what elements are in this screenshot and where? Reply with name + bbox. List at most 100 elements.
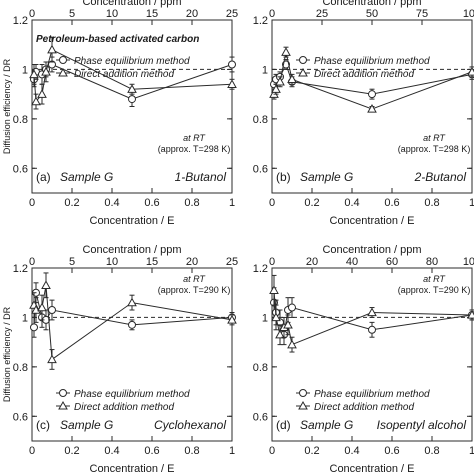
compound-label: 2-Butanol [414,170,467,184]
data-point-circle [48,306,56,315]
y-axis-title: Diffusion efficiency / DR [2,58,12,154]
data-point-triangle [367,103,377,113]
data-point-circle [128,95,136,104]
series-direct-addition [29,272,237,370]
x-tick-label: 0.8 [184,445,199,457]
data-point-triangle [275,329,285,339]
top-x-tick-label: 15 [146,256,158,268]
legend-marker-triangle [58,67,68,77]
legend-label: Direct addition method [314,69,414,80]
condition-text: at RT [423,133,446,143]
data-point-triangle [283,319,293,329]
sample-label: Sample G [60,170,113,184]
y-tick-label: 1 [22,64,28,76]
top-x-tick-label: 20 [306,256,318,268]
x-tick-label: 0 [29,445,35,457]
y-tick-label: 1.2 [13,15,28,27]
top-x-tick-label: 0 [269,256,275,268]
x-tick-label: 0.8 [424,445,439,457]
top-x-tick-label: 25 [226,256,238,268]
legend-label: Direct addition method [74,69,174,80]
y-axis-title: Diffusion efficiency / DR [2,306,12,402]
data-point-triangle [275,76,285,86]
y-tick-label: 0.8 [253,362,268,374]
y-tick-label: 1 [262,64,268,76]
series-direct-addition [29,36,237,110]
y-tick-label: 0.6 [253,163,268,175]
legend-marker-triangle [298,67,308,77]
data-point-circle [228,60,236,69]
panel-label: (a) [36,170,51,184]
condition-text: (approx. T=298 K) [398,144,471,154]
legend-marker-circle [299,389,307,397]
top-x-tick-label: 25 [226,8,238,20]
legend-label: Phase equilibrium method [74,56,190,67]
top-x-axis-title: Concentration / ppm [322,244,421,256]
y-tick-label: 0.6 [253,411,268,423]
x-tick-label: 1 [229,445,235,457]
legend-marker-circle [299,56,307,64]
x-tick-label: 0.8 [424,197,439,209]
x-tick-label: 0 [269,197,275,209]
x-tick-label: 0.4 [104,445,119,457]
data-point-triangle [281,47,291,56]
data-point-triangle [127,84,137,93]
data-point-triangle [467,309,474,319]
data-point-triangle [31,96,41,106]
top-x-tick-label: 5 [69,8,75,20]
data-point-triangle [227,79,237,88]
top-x-tick-label: 60 [386,256,398,268]
top-x-tick-label: 100 [463,256,474,268]
x-tick-label: 0.2 [304,197,319,209]
condition-text: (approx. T=298 K) [158,144,231,154]
top-x-tick-label: 100 [463,8,474,20]
panel-a: 0.60.811.20 0.2 0.4 0.6 0.8 10 5 10 15 20 25Concen… [2,0,238,227]
sample-label: Sample G [60,418,113,432]
top-x-tick-label: 20 [186,8,198,20]
x-tick-label: 1 [469,445,474,457]
x-tick-label: 0.6 [384,197,399,209]
x-tick-label: 0 [269,445,275,457]
y-tick-label: 0.6 [13,163,28,175]
panel-title: Petroleum-based activated carbon [36,34,199,45]
data-point-triangle [47,354,57,364]
data-point-triangle [127,297,137,307]
top-x-tick-label: 10 [106,256,118,268]
top-x-tick-label: 75 [416,8,428,20]
top-x-axis-title: Concentration / ppm [82,244,181,256]
data-point-triangle [367,307,377,317]
plot-frame [31,19,233,194]
x-tick-label: 0.8 [184,197,199,209]
panel-b: 0.60.811.200.20.40.60.810255075100Concen… [253,0,474,227]
x-tick-label: 0.6 [144,197,159,209]
x-tick-label: 0.4 [104,197,119,209]
legend-label: Phase equilibrium method [74,389,190,400]
panel-label: (c) [36,418,50,432]
data-point-circle [368,325,376,334]
top-x-tick-label: 10 [106,8,118,20]
y-tick-label: 1.2 [253,15,268,27]
y-tick-label: 0.8 [253,114,268,126]
legend-label: Phase equilibrium method [314,56,430,67]
compound-label: Cyclohexanol [154,418,226,432]
x-axis-title: Concentration / E [90,215,175,227]
plot-frame [31,267,233,442]
x-tick-label: 0 [29,197,35,209]
top-x-tick-label: 50 [366,8,378,20]
y-tick-label: 0.8 [13,362,28,374]
sample-label: Sample G [300,170,353,184]
top-x-tick-label: 15 [146,8,158,20]
x-tick-label: 0.2 [64,445,79,457]
x-tick-label: 0.2 [304,445,319,457]
data-point-circle [288,303,296,312]
data-point-triangle [31,304,41,314]
legend-marker-triangle [298,400,308,410]
data-point-triangle [41,280,51,289]
panel-c: 0.60.811.20 0.2 0.4 0.6 0.8 10 5 10 15 20 25Concen… [2,244,238,474]
condition-text: (approx. T=290 K) [398,285,471,295]
legend-label: Direct addition method [314,402,414,413]
panel-d: 0.60.811.200.20.40.60.81020406080100Conc… [253,244,474,474]
y-tick-label: 1 [262,312,268,324]
data-point-triangle [41,66,51,76]
